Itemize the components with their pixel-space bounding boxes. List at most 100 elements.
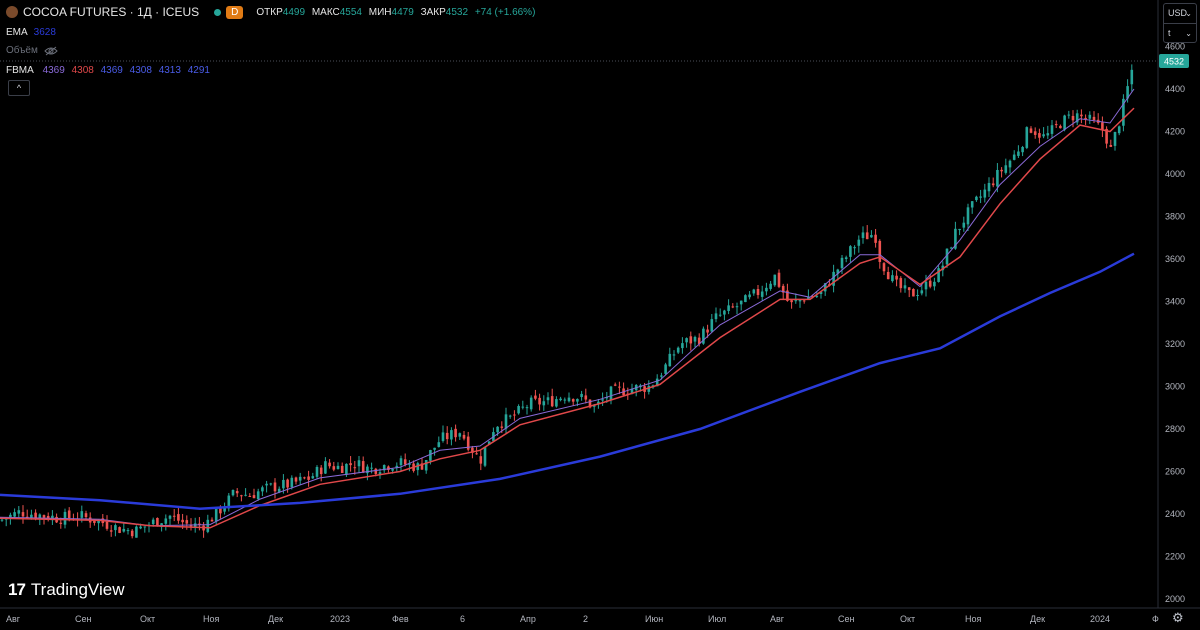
candle-body xyxy=(685,338,688,343)
candle-body xyxy=(895,275,898,280)
candle-body xyxy=(244,494,247,496)
candle-body xyxy=(630,388,634,394)
candle-body xyxy=(319,467,323,475)
time-tick-label: Окт xyxy=(140,614,155,624)
candle-body xyxy=(975,196,978,201)
fbma-legend[interactable]: FBMA 4369 4308 4369 4308 4313 4291 xyxy=(6,65,214,76)
candle-body xyxy=(563,399,567,401)
candle-body xyxy=(1004,165,1008,173)
candle-body xyxy=(832,271,835,286)
candle-body xyxy=(1029,128,1033,133)
candle-body xyxy=(399,458,403,466)
candle-body xyxy=(273,482,277,492)
symbol-legend[interactable]: COCOA FUTURES · 1Д · ICEUS D ОТКР4499 МА… xyxy=(6,5,539,19)
candle-body xyxy=(340,465,344,473)
candle-body xyxy=(118,527,121,533)
candle-body xyxy=(748,294,751,298)
price-tick-label: 2200 xyxy=(1165,552,1185,562)
last-price-label: 4532 xyxy=(1164,56,1184,66)
candle-body xyxy=(1025,127,1029,148)
candle-body xyxy=(991,183,995,186)
price-tick-label: 2000 xyxy=(1165,594,1185,604)
candle-body xyxy=(265,483,268,486)
price-tick-label: 4200 xyxy=(1165,127,1185,137)
candle-body xyxy=(1080,114,1083,117)
candle-body xyxy=(920,290,924,294)
candle-body xyxy=(357,460,361,467)
candle-body xyxy=(928,280,932,287)
time-tick-label: 2024 xyxy=(1090,614,1110,624)
tradingview-logo-icon: 17 xyxy=(8,580,26,599)
hidden-eye-icon[interactable] xyxy=(44,46,58,56)
candle-body xyxy=(387,466,390,470)
candle-body xyxy=(508,415,512,417)
collapse-legend-button[interactable]: ^ xyxy=(8,80,30,96)
candle-body xyxy=(1109,144,1113,147)
candle-body xyxy=(794,300,798,302)
ema-legend[interactable]: EMA 3628 xyxy=(6,27,56,38)
candle-body xyxy=(912,289,915,297)
interval-badge[interactable]: D xyxy=(226,5,244,19)
candle-body xyxy=(924,281,928,290)
candle-body xyxy=(823,283,827,292)
candle-body xyxy=(962,222,966,228)
candle-body xyxy=(550,396,554,407)
price-tick-label: 2600 xyxy=(1165,467,1185,477)
candle-body xyxy=(1117,126,1121,134)
candle-body xyxy=(391,468,394,471)
volume-legend[interactable]: Объём xyxy=(6,45,58,56)
candle-body xyxy=(80,511,84,518)
time-tick-label: Дек xyxy=(268,614,283,624)
currency-dropdown[interactable]: USD ⌄ xyxy=(1164,4,1196,24)
candle-body xyxy=(261,487,264,492)
candle-body xyxy=(403,459,407,465)
candle-body xyxy=(576,398,579,402)
candle-body xyxy=(303,477,306,479)
open-value: 4499 xyxy=(282,6,306,18)
candle-body xyxy=(970,201,974,208)
candle-body xyxy=(1033,131,1037,135)
candle-body xyxy=(1008,160,1012,168)
last-price-tag xyxy=(1159,53,1189,68)
candle-body xyxy=(1038,133,1041,138)
ema-label: EMA xyxy=(6,27,28,38)
price-tick-label: 4600 xyxy=(1165,42,1185,52)
unit-dropdown[interactable]: t ⌄ xyxy=(1164,24,1196,43)
price-tick-label: 3600 xyxy=(1165,254,1185,264)
candle-body xyxy=(773,274,777,286)
candle-body xyxy=(739,300,743,305)
candle-body xyxy=(252,495,256,499)
candle-body xyxy=(433,447,436,450)
candle-body xyxy=(945,248,949,265)
price-tick-label: 3800 xyxy=(1165,212,1185,222)
candle-body xyxy=(93,520,96,523)
candle-body xyxy=(769,283,772,289)
ohlc-values: ОТКР4499 МАКС4554 МИН4479 ЗАКР4532 +74 (… xyxy=(256,7,539,18)
candle-body xyxy=(42,515,46,518)
candle-body xyxy=(1122,98,1125,126)
candle-body xyxy=(1054,124,1058,126)
candle-body xyxy=(609,386,613,400)
symbol-title[interactable]: COCOA FUTURES · 1Д · ICEUS xyxy=(23,5,200,19)
currency-selector[interactable]: USD ⌄ t ⌄ xyxy=(1163,3,1197,43)
candle-body xyxy=(126,530,130,532)
candle-body xyxy=(1113,131,1117,146)
candle-body xyxy=(445,432,449,440)
candle-body xyxy=(706,329,709,333)
candle-body xyxy=(1017,151,1020,156)
candle-body xyxy=(521,406,525,408)
candle-body xyxy=(471,447,474,453)
time-tick-label: Ф xyxy=(1152,614,1159,624)
candle-body xyxy=(870,235,873,238)
candle-body xyxy=(248,495,252,497)
candle-body xyxy=(567,397,571,402)
candle-body xyxy=(546,397,550,401)
time-tick-label: Окт xyxy=(900,614,915,624)
time-tick-label: Фев xyxy=(392,614,409,624)
candle-body xyxy=(59,522,63,524)
candle-body xyxy=(882,263,886,272)
gear-icon[interactable]: ⚙ xyxy=(1172,610,1184,625)
candle-body xyxy=(378,472,382,475)
candle-body xyxy=(1067,114,1071,116)
